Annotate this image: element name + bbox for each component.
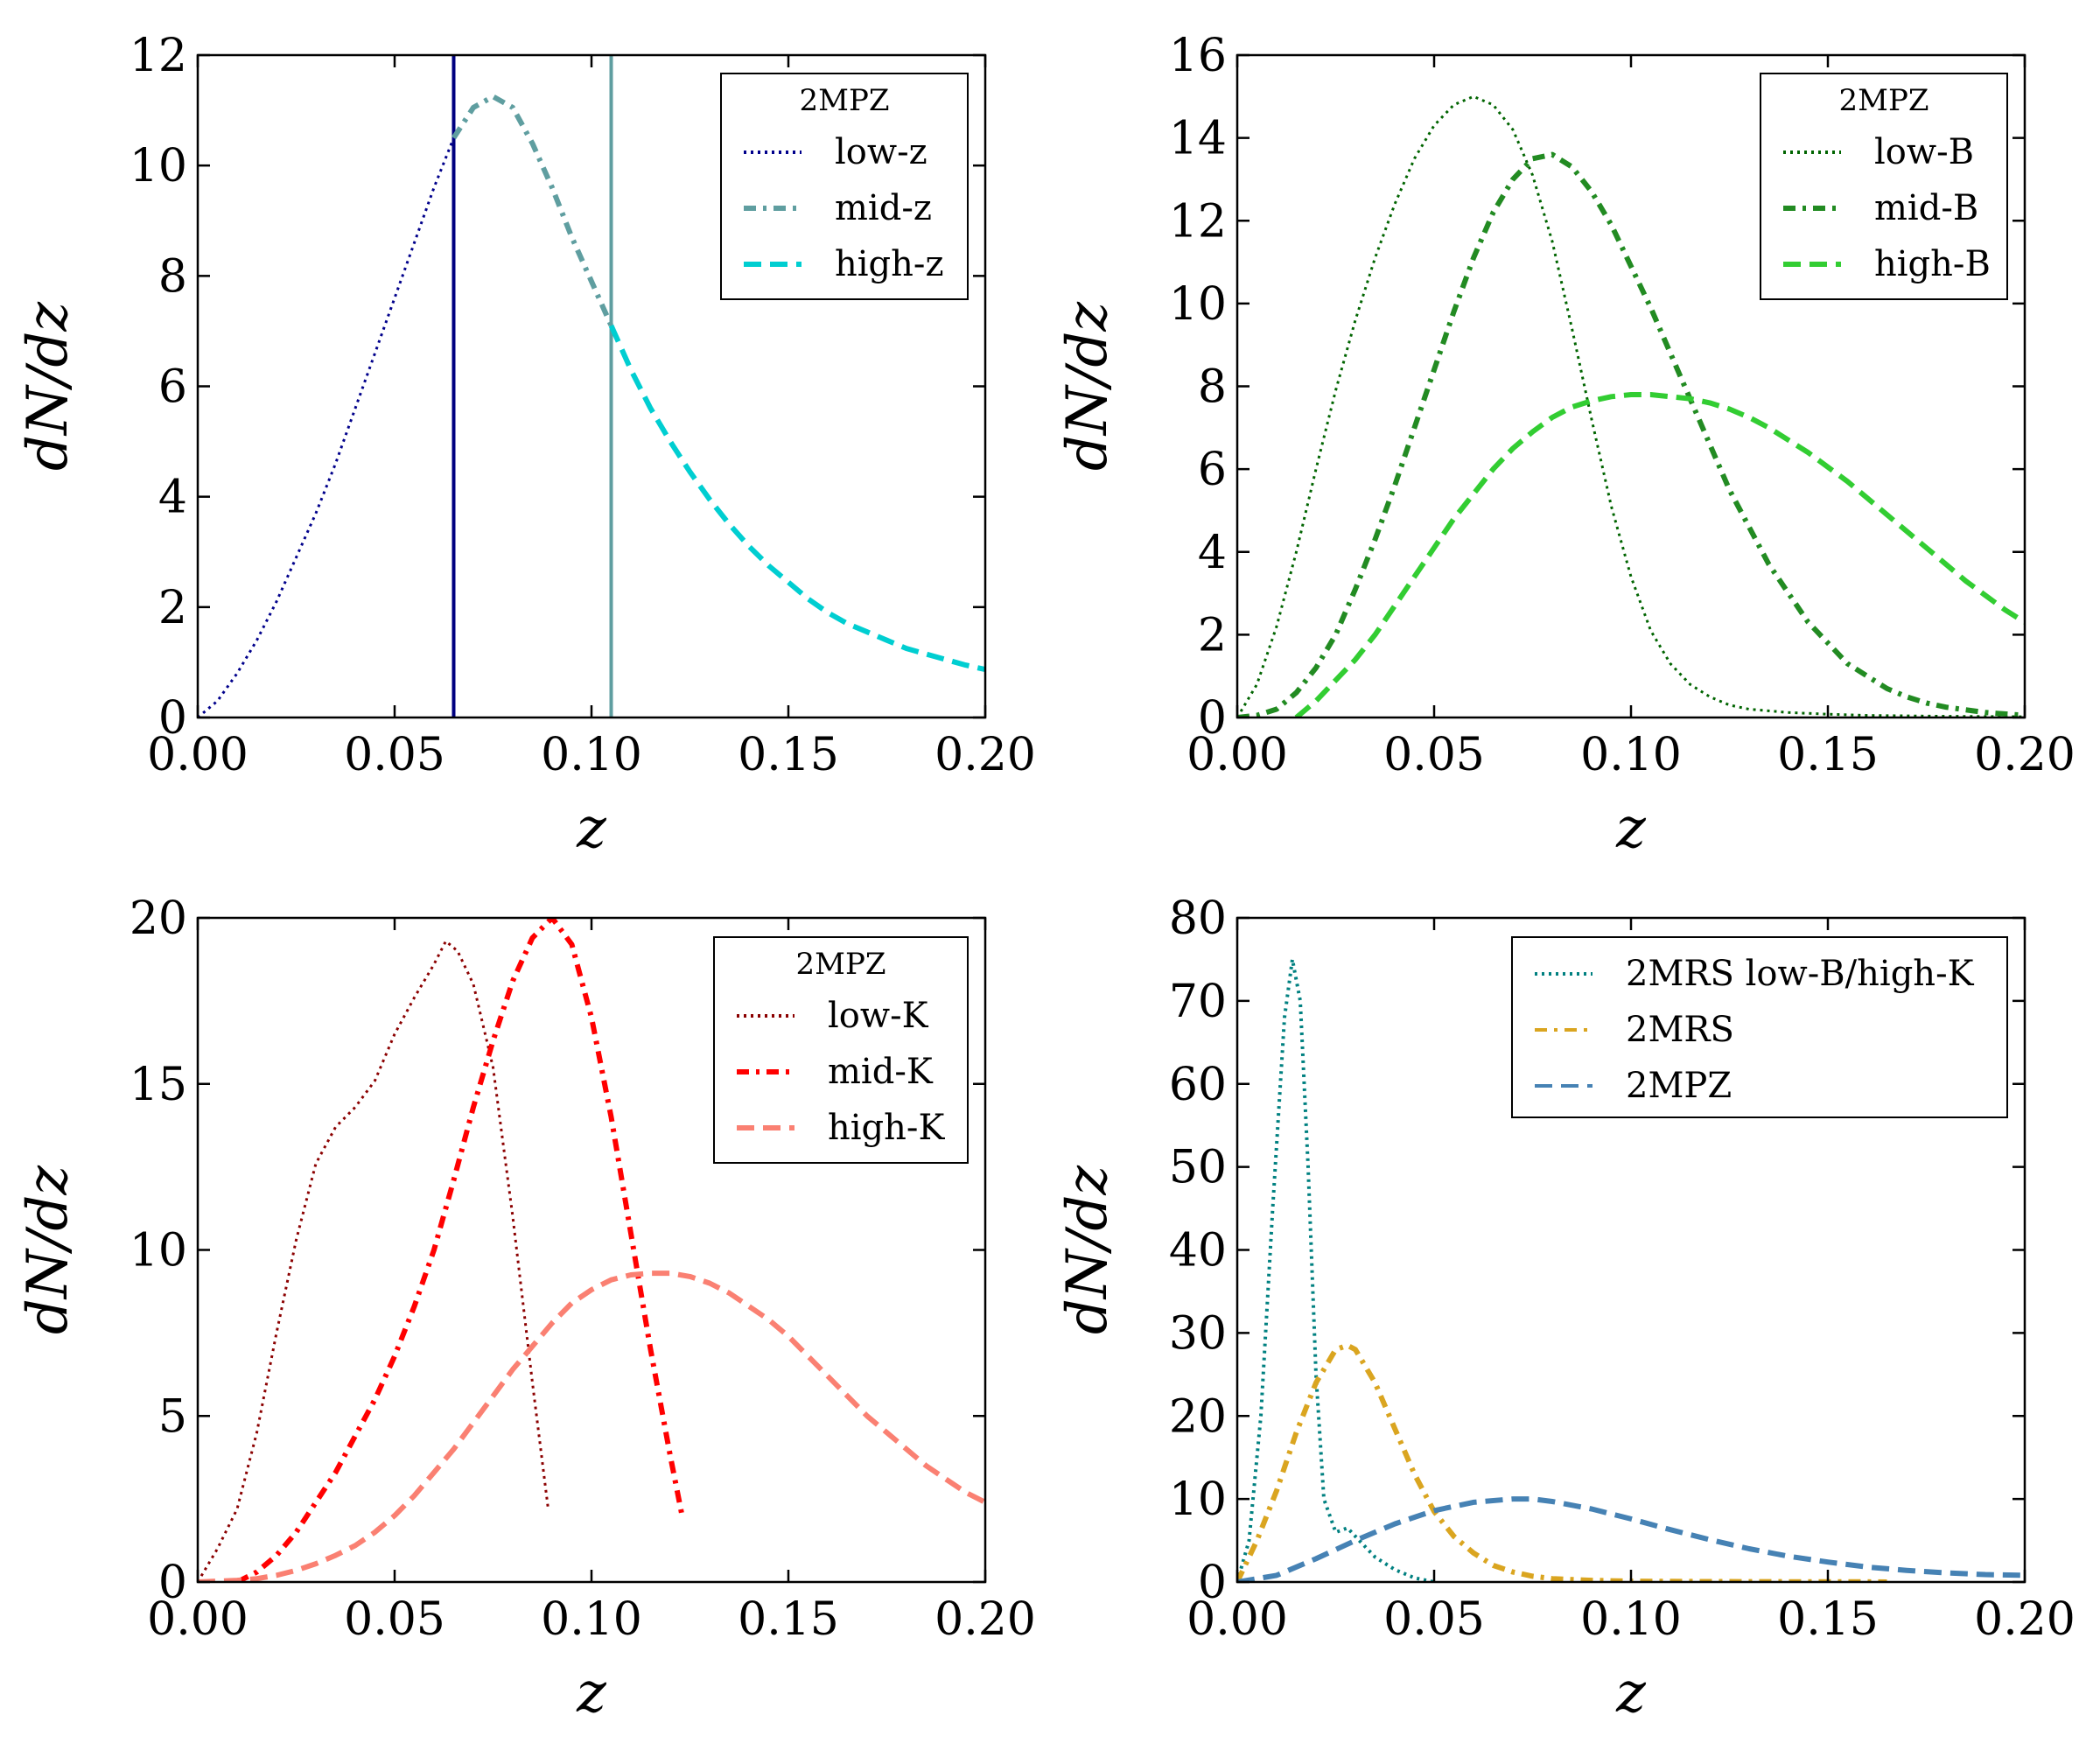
y-axis-label: dN/dz bbox=[1055, 301, 1120, 472]
legend-label: high-z bbox=[835, 244, 944, 284]
panel-top-left: 0.00 0.05 0.10 0.15 0.20 0 2 4 6 8 10 12 z dN/dz 2MPZ l… bbox=[16, 30, 1036, 861]
legend-label: mid-z bbox=[835, 188, 932, 228]
y-tick-label: 8 bbox=[1198, 361, 1227, 414]
legend: 2MRS low-B/high-K 2MRS 2MPZ bbox=[1511, 936, 2008, 1118]
x-axis-label: z bbox=[576, 1661, 607, 1726]
y-tick-label: 4 bbox=[1198, 527, 1227, 579]
y-tick-label: 0 bbox=[1198, 692, 1227, 745]
x-tick-label: 0.00 bbox=[1186, 1593, 1288, 1646]
legend-title: 2MPZ bbox=[1839, 83, 1929, 118]
legend-label: high-K bbox=[828, 1108, 945, 1148]
y-tick-label: 0 bbox=[158, 1557, 187, 1609]
x-tick-label: 0.00 bbox=[147, 1593, 248, 1646]
y-tick-label: 10 bbox=[1169, 278, 1227, 331]
y-tick-label: 2 bbox=[158, 582, 187, 634]
series-line-high-k bbox=[198, 1270, 985, 1582]
y-tick-label: 6 bbox=[158, 361, 187, 414]
x-tick-label: 0.00 bbox=[1186, 729, 1288, 781]
plot-area bbox=[198, 918, 985, 1582]
x-tick-label: 0.05 bbox=[344, 1593, 445, 1646]
legend: 2MPZ low-B mid-B high-B bbox=[1760, 73, 2008, 300]
x-tick-label: 0.20 bbox=[934, 729, 1036, 781]
y-tick-label: 12 bbox=[130, 30, 187, 82]
y-tick-label: 60 bbox=[1169, 1059, 1227, 1111]
x-tick-label: 0.10 bbox=[541, 1593, 642, 1646]
y-tick-label: 6 bbox=[1198, 444, 1227, 496]
y-tick-label: 16 bbox=[1169, 30, 1227, 82]
x-tick-label: 0.10 bbox=[1580, 1593, 1682, 1646]
x-axis-label: z bbox=[1615, 796, 1647, 861]
x-axis-label: z bbox=[1615, 1661, 1647, 1726]
y-tick-label: 10 bbox=[130, 1225, 187, 1278]
y-tick-label: 15 bbox=[130, 1059, 187, 1111]
y-tick-label: 10 bbox=[1169, 1474, 1227, 1526]
legend-box bbox=[1511, 936, 2008, 1118]
y-tick-label: 80 bbox=[1169, 892, 1227, 945]
x-tick-label: 0.15 bbox=[1777, 729, 1879, 781]
x-tick-label: 0.15 bbox=[738, 729, 839, 781]
legend-label: low-z bbox=[835, 132, 928, 172]
y-tick-label: 20 bbox=[1169, 1390, 1227, 1443]
x-axis-label: z bbox=[576, 796, 607, 861]
y-tick-label: 20 bbox=[130, 892, 187, 945]
panel-top-right: 0.00 0.05 0.10 0.15 0.20 0 2 4 6 8 10 12 14 16 z dN/dz 2… bbox=[1055, 30, 2076, 861]
series-line-low-b bbox=[1237, 94, 2025, 718]
y-tick-label: 8 bbox=[158, 250, 187, 303]
y-axis-label: dN/dz bbox=[16, 301, 80, 472]
x-tick-label: 0.05 bbox=[1383, 729, 1485, 781]
x-tick-label: 0.15 bbox=[1777, 1593, 1879, 1646]
x-tick-label: 0.20 bbox=[1974, 1593, 2076, 1646]
panel-bottom-left: 0.00 0.05 0.10 0.15 0.20 0 5 10 15 20 z dN/dz 2MPZ lo… bbox=[16, 892, 1036, 1726]
series-line-high-b bbox=[1294, 392, 2025, 718]
y-axis-label: dN/dz bbox=[16, 1165, 80, 1335]
series-line-2mpz bbox=[1237, 1496, 2025, 1582]
x-tick-label: 0.10 bbox=[1580, 729, 1682, 781]
series-line-mid-b bbox=[1237, 151, 2025, 718]
legend-label: low-K bbox=[828, 996, 929, 1036]
x-tick-label: 0.05 bbox=[1383, 1593, 1485, 1646]
x-tick-label: 0.10 bbox=[541, 729, 642, 781]
legend-label: low-B bbox=[1874, 132, 1974, 172]
plot-area bbox=[1237, 94, 2025, 718]
x-tick-label: 0.15 bbox=[738, 1593, 839, 1646]
legend-label: 2MPZ bbox=[1626, 1066, 1732, 1106]
y-tick-label: 50 bbox=[1169, 1142, 1227, 1194]
legend-label: 2MRS low-B/high-K bbox=[1626, 954, 1975, 994]
y-tick-label: 70 bbox=[1169, 976, 1227, 1028]
y-tick-label: 0 bbox=[1198, 1557, 1227, 1609]
y-tick-label: 4 bbox=[158, 472, 187, 524]
y-tick-label: 40 bbox=[1169, 1225, 1227, 1278]
legend-title: 2MPZ bbox=[800, 83, 890, 118]
legend-label: mid-B bbox=[1874, 188, 1978, 228]
legend-box bbox=[720, 73, 969, 300]
y-tick-label: 2 bbox=[1198, 609, 1227, 662]
legend-box bbox=[1760, 73, 2008, 300]
plot-area bbox=[198, 94, 985, 718]
y-tick-label: 0 bbox=[158, 692, 187, 745]
y-tick-label: 30 bbox=[1169, 1307, 1227, 1360]
y-tick-label: 10 bbox=[130, 140, 187, 192]
y-tick-label: 14 bbox=[1169, 113, 1227, 165]
x-tick-label: 0.00 bbox=[147, 729, 248, 781]
panel-bottom-right: 0.00 0.05 0.10 0.15 0.20 0 10 20 30 40 50 60 70 80 z dN… bbox=[1055, 892, 2076, 1726]
legend-label: high-B bbox=[1874, 244, 1991, 284]
legend: 2MPZ low-z mid-z high-z bbox=[720, 73, 969, 300]
x-tick-label: 0.20 bbox=[1974, 729, 2076, 781]
y-tick-label: 12 bbox=[1169, 195, 1227, 248]
y-tick-label: 5 bbox=[158, 1390, 187, 1443]
series-line-high-z bbox=[608, 324, 985, 673]
x-tick-label: 0.20 bbox=[934, 1593, 1036, 1646]
y-axis-label: dN/dz bbox=[1055, 1165, 1120, 1335]
legend-title: 2MPZ bbox=[796, 947, 886, 982]
legend-label: 2MRS bbox=[1626, 1010, 1734, 1050]
series-line-mid-z bbox=[451, 94, 614, 327]
legend-label: mid-K bbox=[828, 1052, 934, 1092]
x-tick-label: 0.05 bbox=[344, 729, 445, 781]
legend: 2MPZ low-K mid-K high-K bbox=[713, 936, 969, 1164]
legend-box bbox=[713, 936, 969, 1164]
